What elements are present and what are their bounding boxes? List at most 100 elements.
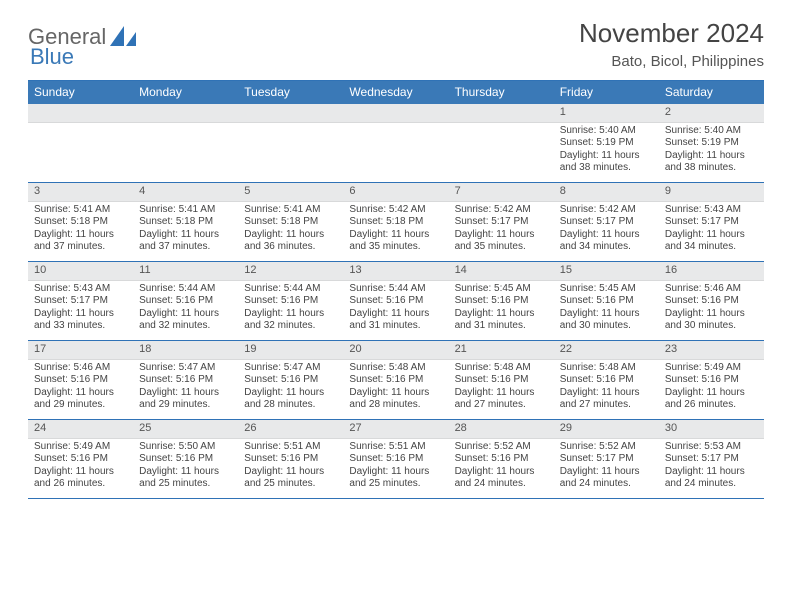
sunset-line: Sunset: 5:16 PM — [560, 374, 653, 387]
weekday-header-row: SundayMondayTuesdayWednesdayThursdayFrid… — [28, 81, 764, 104]
daylight-line: Daylight: 11 hours and 28 minutes. — [244, 387, 337, 412]
day-body: Sunrise: 5:41 AMSunset: 5:18 PMDaylight:… — [238, 202, 343, 258]
week-row: 10Sunrise: 5:43 AMSunset: 5:17 PMDayligh… — [28, 262, 764, 341]
sunset-line: Sunset: 5:16 PM — [455, 453, 548, 466]
day-cell — [28, 104, 133, 182]
day-cell — [449, 104, 554, 182]
sunset-line: Sunset: 5:16 PM — [244, 453, 337, 466]
day-number: 11 — [133, 262, 238, 281]
day-cell: 2Sunrise: 5:40 AMSunset: 5:19 PMDaylight… — [659, 104, 764, 182]
day-cell: 25Sunrise: 5:50 AMSunset: 5:16 PMDayligh… — [133, 420, 238, 498]
day-number: 23 — [659, 341, 764, 360]
daylight-line: Daylight: 11 hours and 25 minutes. — [139, 466, 232, 491]
day-number: 9 — [659, 183, 764, 202]
sunset-line: Sunset: 5:18 PM — [244, 216, 337, 229]
day-number: 4 — [133, 183, 238, 202]
day-cell: 17Sunrise: 5:46 AMSunset: 5:16 PMDayligh… — [28, 341, 133, 419]
day-body: Sunrise: 5:47 AMSunset: 5:16 PMDaylight:… — [133, 360, 238, 416]
day-cell: 22Sunrise: 5:48 AMSunset: 5:16 PMDayligh… — [554, 341, 659, 419]
day-body — [449, 123, 554, 129]
sunrise-line: Sunrise: 5:41 AM — [139, 204, 232, 217]
sunrise-line: Sunrise: 5:49 AM — [665, 362, 758, 375]
day-cell: 23Sunrise: 5:49 AMSunset: 5:16 PMDayligh… — [659, 341, 764, 419]
day-cell: 14Sunrise: 5:45 AMSunset: 5:16 PMDayligh… — [449, 262, 554, 340]
sunset-line: Sunset: 5:16 PM — [244, 374, 337, 387]
week-row: 1Sunrise: 5:40 AMSunset: 5:19 PMDaylight… — [28, 104, 764, 183]
day-cell: 26Sunrise: 5:51 AMSunset: 5:16 PMDayligh… — [238, 420, 343, 498]
day-body: Sunrise: 5:45 AMSunset: 5:16 PMDaylight:… — [449, 281, 554, 337]
day-number — [238, 104, 343, 123]
day-number: 18 — [133, 341, 238, 360]
sunset-line: Sunset: 5:17 PM — [665, 453, 758, 466]
sunrise-line: Sunrise: 5:42 AM — [349, 204, 442, 217]
day-body — [133, 123, 238, 129]
sunrise-line: Sunrise: 5:44 AM — [139, 283, 232, 296]
daylight-line: Daylight: 11 hours and 28 minutes. — [349, 387, 442, 412]
day-number: 25 — [133, 420, 238, 439]
day-number — [28, 104, 133, 123]
sunset-line: Sunset: 5:16 PM — [665, 374, 758, 387]
logo-sail-icon — [110, 26, 136, 48]
day-number: 22 — [554, 341, 659, 360]
sunset-line: Sunset: 5:18 PM — [139, 216, 232, 229]
sunset-line: Sunset: 5:17 PM — [665, 216, 758, 229]
day-body: Sunrise: 5:49 AMSunset: 5:16 PMDaylight:… — [659, 360, 764, 416]
day-cell: 1Sunrise: 5:40 AMSunset: 5:19 PMDaylight… — [554, 104, 659, 182]
sunrise-line: Sunrise: 5:42 AM — [455, 204, 548, 217]
day-cell: 12Sunrise: 5:44 AMSunset: 5:16 PMDayligh… — [238, 262, 343, 340]
daylight-line: Daylight: 11 hours and 29 minutes. — [34, 387, 127, 412]
sunset-line: Sunset: 5:17 PM — [455, 216, 548, 229]
sunrise-line: Sunrise: 5:41 AM — [34, 204, 127, 217]
sunrise-line: Sunrise: 5:40 AM — [560, 125, 653, 138]
day-body: Sunrise: 5:51 AMSunset: 5:16 PMDaylight:… — [343, 439, 448, 495]
sunrise-line: Sunrise: 5:44 AM — [244, 283, 337, 296]
calendar-page: General November 2024 Bato, Bicol, Phili… — [0, 0, 792, 499]
day-number: 29 — [554, 420, 659, 439]
day-body: Sunrise: 5:41 AMSunset: 5:18 PMDaylight:… — [133, 202, 238, 258]
daylight-line: Daylight: 11 hours and 25 minutes. — [244, 466, 337, 491]
day-cell: 6Sunrise: 5:42 AMSunset: 5:18 PMDaylight… — [343, 183, 448, 261]
day-cell: 19Sunrise: 5:47 AMSunset: 5:16 PMDayligh… — [238, 341, 343, 419]
day-body: Sunrise: 5:40 AMSunset: 5:19 PMDaylight:… — [659, 123, 764, 179]
daylight-line: Daylight: 11 hours and 37 minutes. — [34, 229, 127, 254]
week-row: 3Sunrise: 5:41 AMSunset: 5:18 PMDaylight… — [28, 183, 764, 262]
day-number — [449, 104, 554, 123]
day-cell — [133, 104, 238, 182]
day-body: Sunrise: 5:48 AMSunset: 5:16 PMDaylight:… — [554, 360, 659, 416]
day-number: 10 — [28, 262, 133, 281]
day-number — [343, 104, 448, 123]
calendar-grid: SundayMondayTuesdayWednesdayThursdayFrid… — [28, 80, 764, 499]
sunset-line: Sunset: 5:16 PM — [349, 295, 442, 308]
weekday-header: Tuesday — [238, 81, 343, 104]
day-number: 2 — [659, 104, 764, 123]
sunrise-line: Sunrise: 5:52 AM — [455, 441, 548, 454]
day-cell: 20Sunrise: 5:48 AMSunset: 5:16 PMDayligh… — [343, 341, 448, 419]
day-body: Sunrise: 5:44 AMSunset: 5:16 PMDaylight:… — [238, 281, 343, 337]
day-cell: 16Sunrise: 5:46 AMSunset: 5:16 PMDayligh… — [659, 262, 764, 340]
day-number: 17 — [28, 341, 133, 360]
day-number: 12 — [238, 262, 343, 281]
daylight-line: Daylight: 11 hours and 26 minutes. — [34, 466, 127, 491]
day-cell: 15Sunrise: 5:45 AMSunset: 5:16 PMDayligh… — [554, 262, 659, 340]
sunset-line: Sunset: 5:18 PM — [349, 216, 442, 229]
daylight-line: Daylight: 11 hours and 33 minutes. — [34, 308, 127, 333]
day-number: 7 — [449, 183, 554, 202]
daylight-line: Daylight: 11 hours and 34 minutes. — [665, 229, 758, 254]
daylight-line: Daylight: 11 hours and 34 minutes. — [560, 229, 653, 254]
week-row: 17Sunrise: 5:46 AMSunset: 5:16 PMDayligh… — [28, 341, 764, 420]
daylight-line: Daylight: 11 hours and 27 minutes. — [560, 387, 653, 412]
day-body: Sunrise: 5:45 AMSunset: 5:16 PMDaylight:… — [554, 281, 659, 337]
day-number: 8 — [554, 183, 659, 202]
sunrise-line: Sunrise: 5:40 AM — [665, 125, 758, 138]
month-title: November 2024 — [579, 18, 764, 49]
day-cell: 8Sunrise: 5:42 AMSunset: 5:17 PMDaylight… — [554, 183, 659, 261]
day-number: 15 — [554, 262, 659, 281]
day-body: Sunrise: 5:46 AMSunset: 5:16 PMDaylight:… — [28, 360, 133, 416]
daylight-line: Daylight: 11 hours and 29 minutes. — [139, 387, 232, 412]
daylight-line: Daylight: 11 hours and 37 minutes. — [139, 229, 232, 254]
sunrise-line: Sunrise: 5:48 AM — [349, 362, 442, 375]
sunset-line: Sunset: 5:18 PM — [34, 216, 127, 229]
day-body: Sunrise: 5:40 AMSunset: 5:19 PMDaylight:… — [554, 123, 659, 179]
day-body: Sunrise: 5:50 AMSunset: 5:16 PMDaylight:… — [133, 439, 238, 495]
day-body: Sunrise: 5:51 AMSunset: 5:16 PMDaylight:… — [238, 439, 343, 495]
